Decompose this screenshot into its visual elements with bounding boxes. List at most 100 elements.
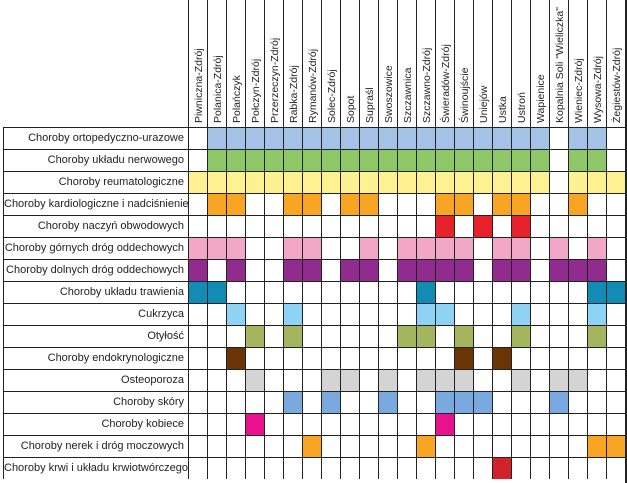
matrix-cell-filled xyxy=(302,193,321,215)
matrix-cell-filled xyxy=(606,435,625,457)
matrix-cell-empty xyxy=(549,193,568,215)
matrix-cell-filled xyxy=(321,391,340,413)
matrix-cell-empty xyxy=(549,303,568,325)
matrix-cell-empty xyxy=(207,413,226,435)
matrix-cell-filled xyxy=(416,259,435,281)
matrix-cell-empty xyxy=(378,193,397,215)
matrix-cell-empty xyxy=(492,413,511,435)
matrix-cell-filled xyxy=(454,171,473,193)
matrix-cell-filled xyxy=(568,193,587,215)
column-header-label: Kopalnia Soli "Wieliczka" xyxy=(554,6,566,123)
matrix-cell-empty xyxy=(359,391,378,413)
matrix-cell-empty xyxy=(226,215,245,237)
row-label: Cukrzyca xyxy=(3,303,188,325)
matrix-cell-empty xyxy=(473,457,492,479)
matrix-cell-empty xyxy=(264,259,283,281)
column-header: Polanica-Zdrój xyxy=(207,0,226,127)
matrix-cell-filled xyxy=(416,325,435,347)
matrix-cell-empty xyxy=(245,281,264,303)
matrix-cell-filled xyxy=(587,237,606,259)
matrix-cell-empty xyxy=(416,193,435,215)
matrix-cell-empty xyxy=(397,413,416,435)
matrix-cell-empty xyxy=(435,457,454,479)
matrix-cell-filled xyxy=(340,149,359,171)
matrix-cell-empty xyxy=(264,215,283,237)
matrix-cell-empty xyxy=(283,215,302,237)
matrix-cell-filled xyxy=(416,303,435,325)
matrix-cell-filled xyxy=(568,149,587,171)
column-header-label: Rymanów-Zdrój xyxy=(307,48,319,123)
matrix-cell-empty xyxy=(359,215,378,237)
matrix-cell-filled xyxy=(454,347,473,369)
matrix-cell-filled xyxy=(340,127,359,149)
matrix-cell-empty xyxy=(264,457,283,479)
matrix-cell-empty xyxy=(435,435,454,457)
matrix-cell-filled xyxy=(302,435,321,457)
matrix-cell-empty xyxy=(473,259,492,281)
column-header: Uniejów xyxy=(473,0,492,127)
matrix-cell-empty xyxy=(473,413,492,435)
matrix-cell-empty xyxy=(378,215,397,237)
matrix-cell-filled xyxy=(245,171,264,193)
matrix-cell-filled xyxy=(568,127,587,149)
matrix-cell-empty xyxy=(207,457,226,479)
matrix-cell-empty xyxy=(530,281,549,303)
matrix-cell-filled xyxy=(549,369,568,391)
matrix-cell-filled xyxy=(226,237,245,259)
matrix-cell-empty xyxy=(606,215,625,237)
matrix-cell-filled xyxy=(549,259,568,281)
matrix-cell-empty xyxy=(492,303,511,325)
matrix-cell-empty xyxy=(302,413,321,435)
matrix-cell-empty xyxy=(568,215,587,237)
row-label: Choroby kardiologiczne i nadciśnienie xyxy=(3,193,189,215)
matrix-cell-filled xyxy=(454,127,473,149)
row-label: Choroby skóry xyxy=(3,391,188,413)
matrix-cell-filled xyxy=(511,149,530,171)
matrix-cell-empty xyxy=(473,325,492,347)
matrix-cell-empty xyxy=(302,347,321,369)
matrix-cell-empty xyxy=(340,237,359,259)
matrix-cell-empty xyxy=(359,347,378,369)
row-label: Choroby ortopedyczno-urazowe xyxy=(3,127,188,149)
matrix-cell-empty xyxy=(568,303,587,325)
matrix-cell-empty xyxy=(473,237,492,259)
matrix-cell-filled xyxy=(568,369,587,391)
matrix-cell-filled xyxy=(435,237,454,259)
column-header: Szczawno-Zdrój xyxy=(416,0,435,127)
matrix-cell-empty xyxy=(549,149,568,171)
matrix-cell-filled xyxy=(340,259,359,281)
matrix-cell-filled xyxy=(378,369,397,391)
matrix-cell-filled xyxy=(378,171,397,193)
matrix-cell-filled xyxy=(530,149,549,171)
column-header: Ustka xyxy=(492,0,511,127)
matrix-cell-filled xyxy=(492,127,511,149)
matrix-cell-empty xyxy=(359,457,378,479)
row-label: Otyłość xyxy=(3,325,188,347)
matrix-cell-empty xyxy=(587,347,606,369)
matrix-cell-filled xyxy=(207,127,226,149)
column-header-label: Wysowa-Zdrój xyxy=(592,56,604,123)
matrix-cell-empty xyxy=(606,149,625,171)
matrix-cell-filled xyxy=(302,237,321,259)
matrix-cell-empty xyxy=(549,413,568,435)
matrix-cell-filled xyxy=(245,369,264,391)
matrix-cell-empty xyxy=(321,325,340,347)
matrix-cell-empty xyxy=(188,215,207,237)
matrix-cell-empty xyxy=(587,369,606,391)
matrix-cell-empty xyxy=(606,237,625,259)
matrix-cell-empty xyxy=(606,127,625,149)
matrix-cell-filled xyxy=(587,325,606,347)
matrix-cell-empty xyxy=(587,215,606,237)
table-right-border xyxy=(625,0,627,483)
column-header-label: Polańczyk xyxy=(231,75,243,123)
matrix-cell-filled xyxy=(473,391,492,413)
column-header: Wysowa-Zdrój xyxy=(587,0,606,127)
matrix-cell-filled xyxy=(188,171,207,193)
matrix-cell-empty xyxy=(378,435,397,457)
matrix-cell-filled xyxy=(226,171,245,193)
row-label: Choroby układu trawienia xyxy=(3,281,188,303)
matrix-cell-empty xyxy=(549,347,568,369)
matrix-cell-empty xyxy=(359,435,378,457)
matrix-cell-empty xyxy=(245,237,264,259)
matrix-cell-filled xyxy=(359,149,378,171)
